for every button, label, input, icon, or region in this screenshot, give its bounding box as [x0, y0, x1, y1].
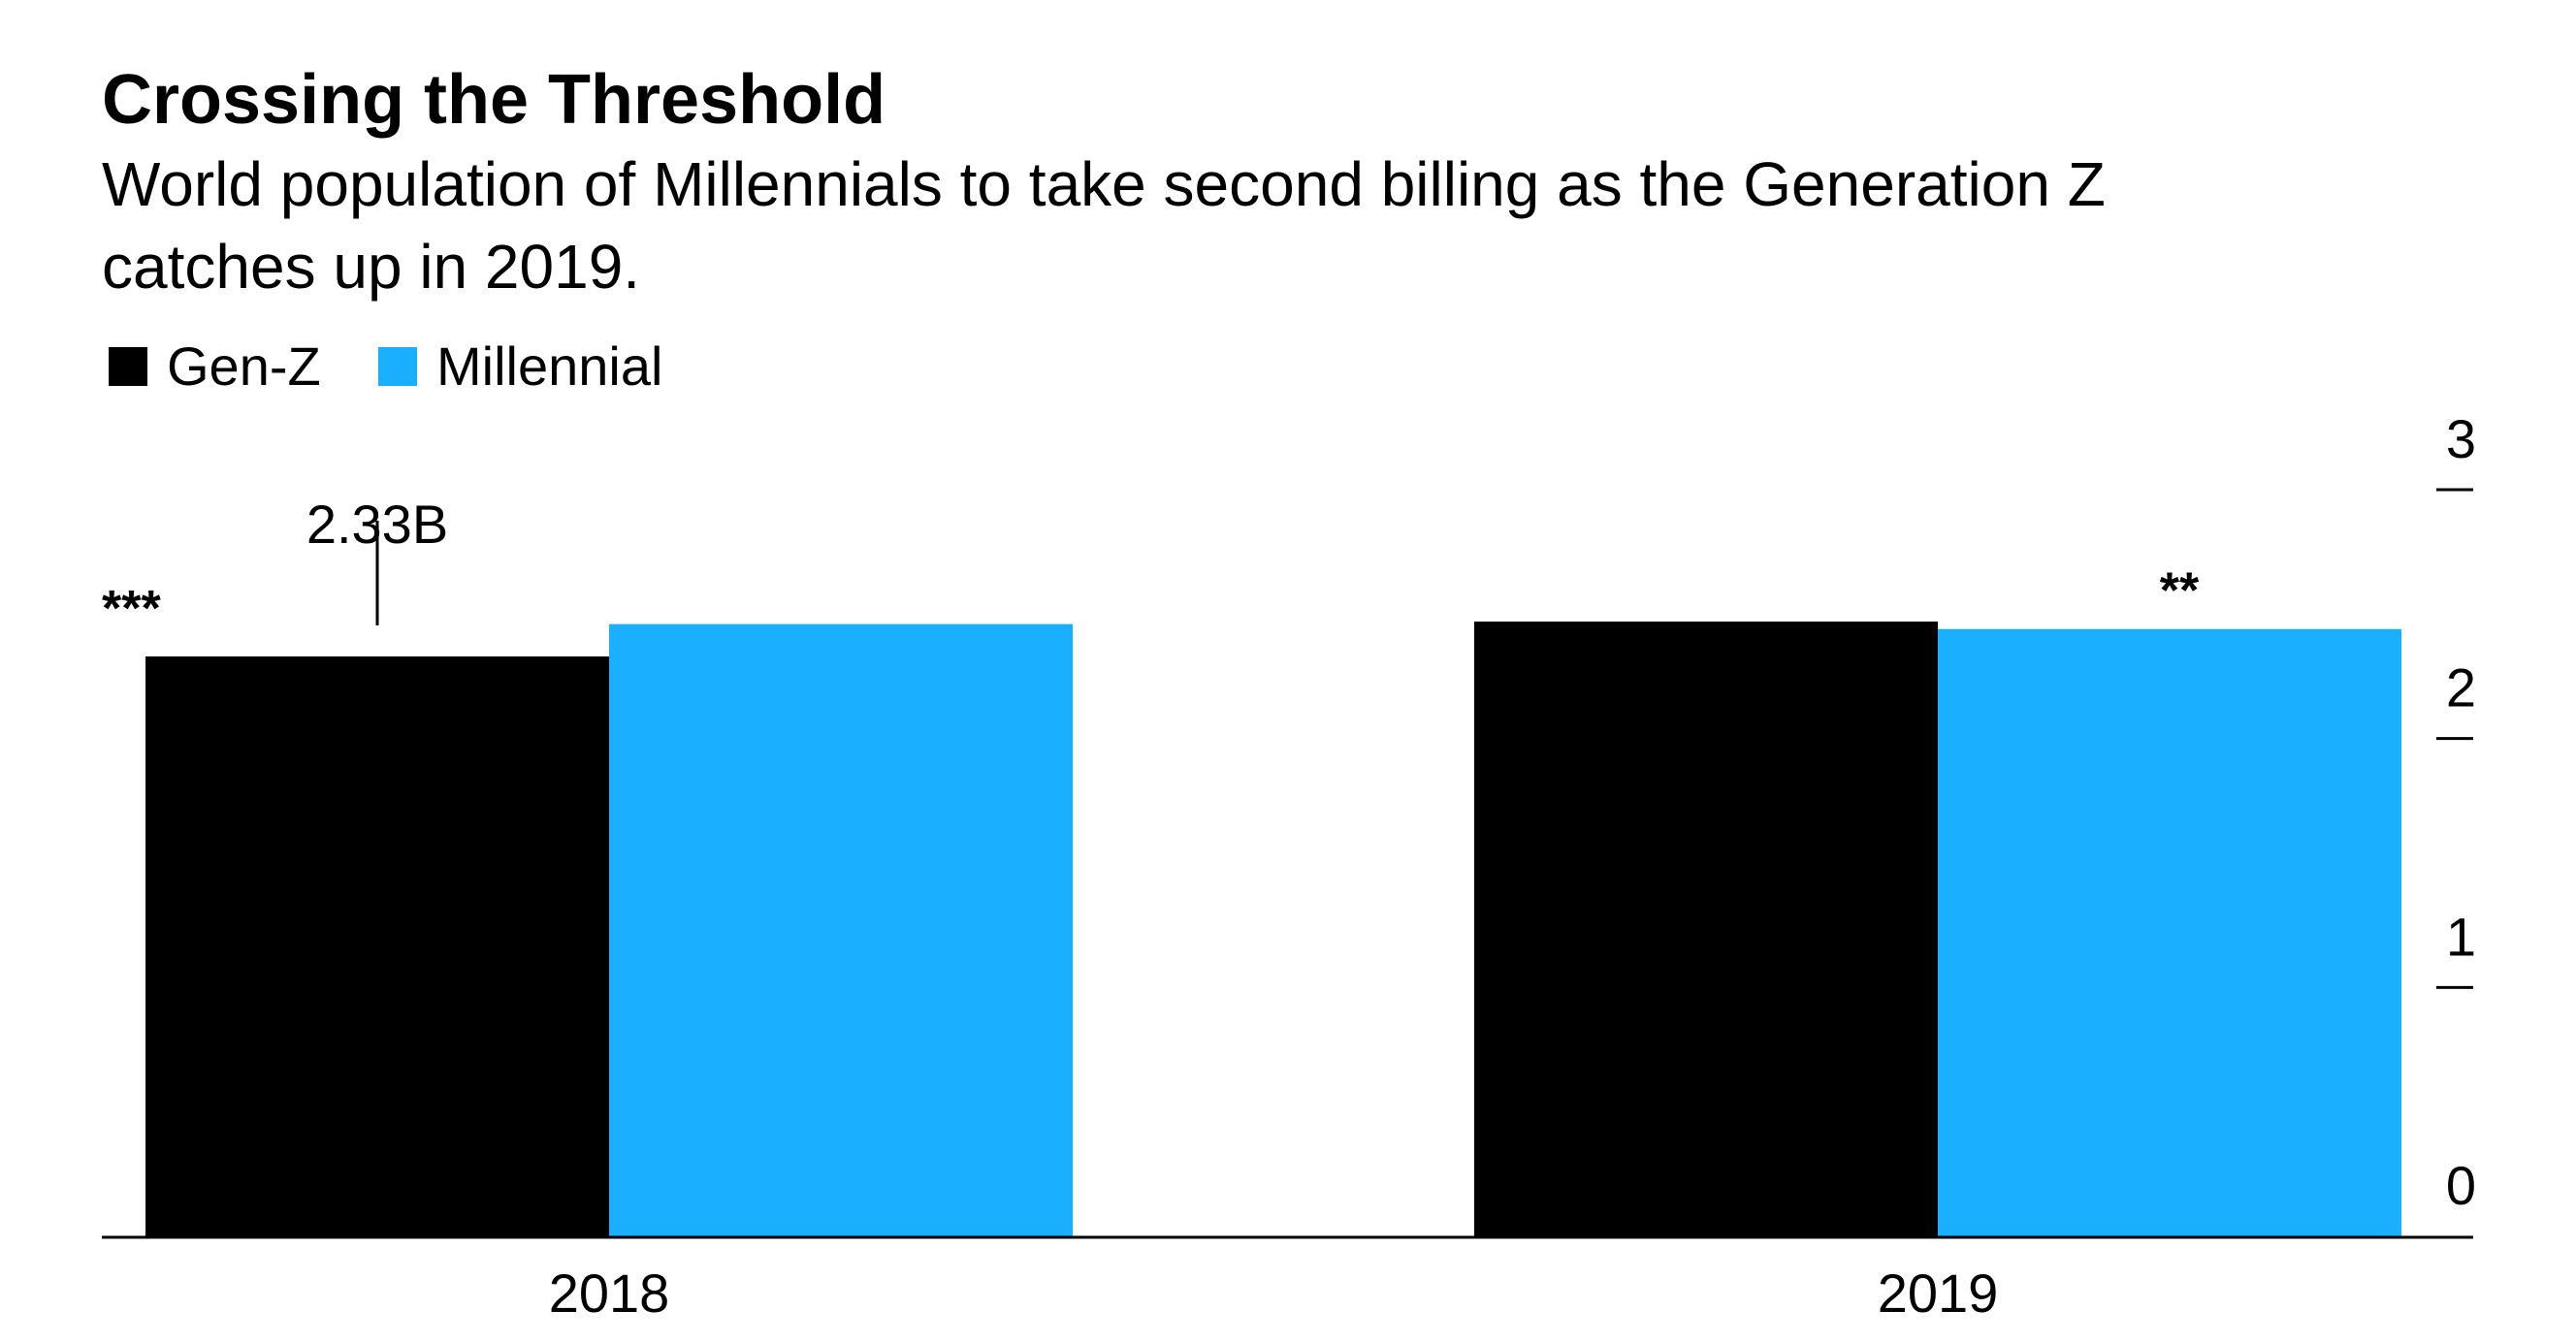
- bars-group: [145, 622, 2401, 1236]
- bar-gen-z-2019: [1474, 622, 1938, 1236]
- legend-label-millennial: Millennial: [436, 336, 662, 397]
- annotations-group: 2.33B*** **: [102, 494, 2200, 637]
- chart-subtitle-line-2: catches up in 2019.: [102, 232, 640, 302]
- y-axis: 0 1 2 3: [2436, 408, 2476, 1216]
- bar-millennial-2018: [609, 623, 1073, 1236]
- y-tick-label-0: 0: [2446, 1155, 2476, 1216]
- y-tick-label-2: 2: [2446, 657, 2476, 719]
- x-tick-label-2019: 2019: [1878, 1262, 1999, 1324]
- y-tick-label-1: 1: [2446, 906, 2476, 967]
- chart-subtitle-line-1: World population of Millennials to take …: [102, 149, 2106, 219]
- legend-swatch-millennial: [378, 347, 417, 386]
- x-axis: 2018 2019: [102, 1235, 2473, 1324]
- legend: Gen-Z Millennial: [109, 336, 662, 397]
- bar-gen-z-2018: [145, 655, 609, 1236]
- legend-swatch-gen-z: [109, 347, 147, 386]
- x-tick-label-2018: 2018: [549, 1262, 670, 1324]
- significance-marker-2: **: [2160, 563, 2200, 620]
- legend-label-gen-z: Gen-Z: [167, 336, 321, 397]
- significance-marker-1: ***: [102, 581, 161, 637]
- y-tick-label-3: 3: [2446, 408, 2476, 469]
- bar-millennial-2019: [1938, 628, 2401, 1236]
- chart-title: Crossing the Threshold: [102, 61, 886, 139]
